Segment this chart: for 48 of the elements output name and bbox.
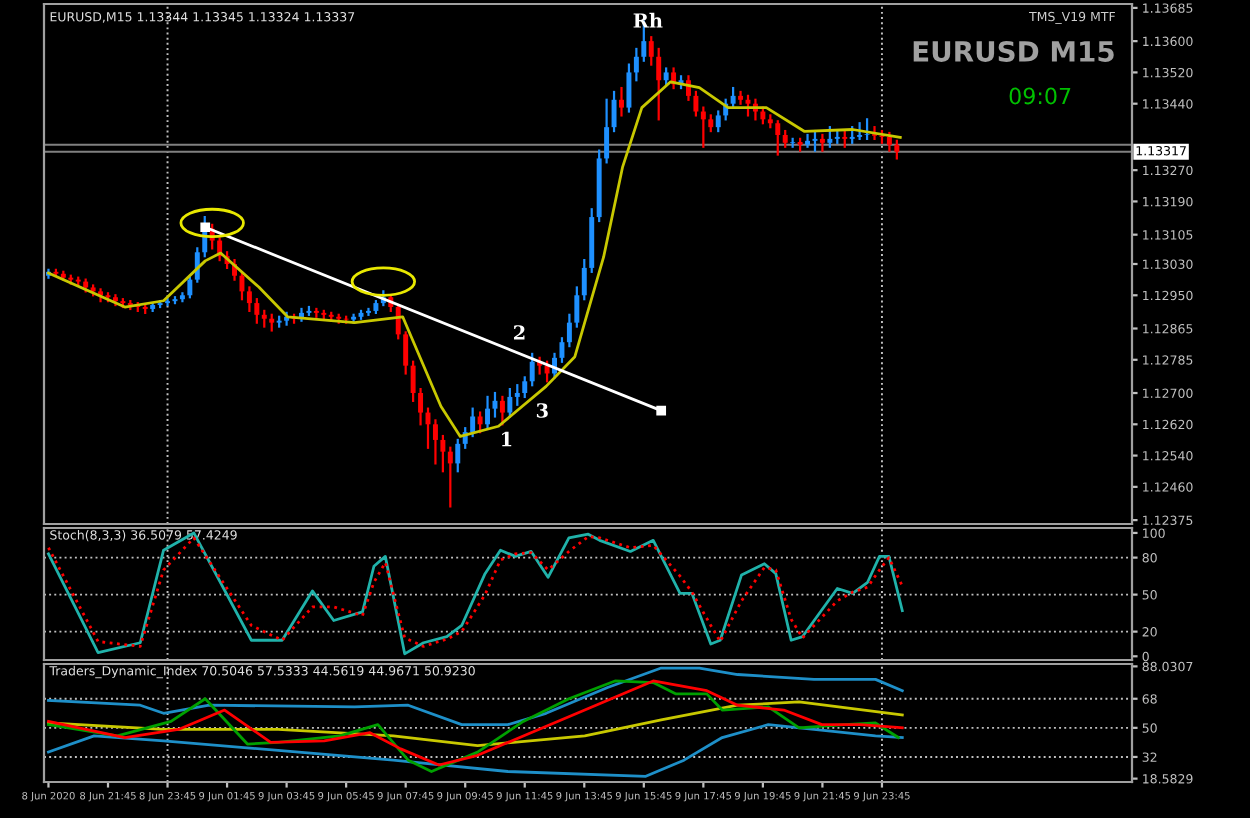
annotation: 3 xyxy=(536,403,548,418)
candlestick xyxy=(790,137,796,148)
candlestick xyxy=(455,438,461,473)
annotation: 1 xyxy=(502,431,512,447)
candlestick xyxy=(365,307,371,316)
candlestick xyxy=(633,47,639,82)
candlestick xyxy=(499,395,505,426)
candlestick xyxy=(611,90,617,133)
candlestick xyxy=(656,47,662,121)
candlestick xyxy=(172,296,178,305)
annotation: 2 xyxy=(513,325,525,340)
candlestick xyxy=(477,411,483,434)
candlestick xyxy=(715,110,721,133)
candlestick xyxy=(864,118,870,140)
candlestick xyxy=(581,258,587,301)
candlestick xyxy=(306,305,312,316)
candlestick xyxy=(313,307,319,318)
candlestick xyxy=(805,133,811,148)
candlestick xyxy=(648,36,654,66)
candlestick xyxy=(738,90,744,105)
candlestick xyxy=(819,133,825,152)
candlestick xyxy=(432,419,438,465)
annotation: Rh xyxy=(633,12,663,28)
candlestick xyxy=(447,446,453,508)
candlestick xyxy=(522,376,528,399)
candlestick xyxy=(246,286,252,313)
candlestick xyxy=(165,298,171,307)
candlestick xyxy=(187,276,193,299)
candlestick xyxy=(872,126,877,140)
candlestick xyxy=(485,395,491,430)
candlestick xyxy=(730,86,736,109)
candlestick xyxy=(827,126,833,148)
candlestick xyxy=(514,384,520,406)
candlestick xyxy=(812,129,818,152)
candlestick xyxy=(529,352,535,387)
candlestick xyxy=(619,86,624,117)
line-series xyxy=(47,666,904,727)
annotation: EURUSD M15 xyxy=(913,40,1114,62)
line-series xyxy=(47,700,904,748)
candlestick xyxy=(403,331,409,375)
candlestick xyxy=(700,106,706,148)
candlestick xyxy=(276,315,282,328)
candlestick xyxy=(626,63,632,113)
candlestick xyxy=(507,388,513,418)
candlestick xyxy=(470,407,476,438)
line-series xyxy=(47,723,904,778)
annotation: 09:07 xyxy=(1009,87,1071,105)
candlestick xyxy=(775,120,781,156)
